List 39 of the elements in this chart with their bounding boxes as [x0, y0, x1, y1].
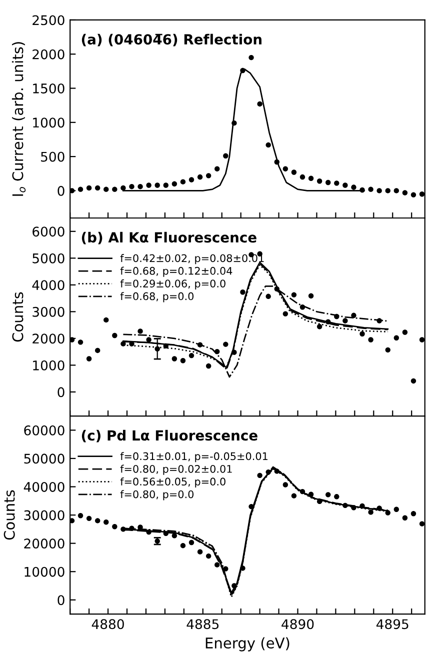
y-tick-label: 60000	[24, 425, 64, 436]
x-tick-label: 4895	[376, 619, 408, 630]
y-tick-label: 20000	[24, 538, 64, 549]
legend-label: f=0.56±0.05, p=0.0	[120, 477, 226, 488]
legend-label: f=0.68, p=0.0	[120, 292, 194, 302]
legend-label: f=0.29±0.06, p=0.0	[120, 279, 226, 290]
x-tick-label: 4890	[282, 619, 314, 630]
y-tick-label: 6000	[32, 226, 64, 237]
y-tick-label: 1000	[33, 360, 64, 370]
x-axis-title: Energy (eV)	[206, 637, 290, 652]
y-tick-label: 30000	[24, 510, 64, 520]
y-tick-label: 2000	[32, 49, 64, 60]
legend-label: f=0.80, p=0.0	[120, 490, 194, 500]
y-axis-title: Counts	[4, 490, 15, 540]
legend-label: f=0.42±0.02, p=0.08±0.01	[120, 254, 264, 264]
y-tick-label: 1500	[33, 83, 64, 94]
y-tick-label: 4000	[32, 280, 64, 290]
y-tick-label: 2000	[32, 334, 64, 344]
text: (a) (04604̅6) Reflection	[82, 34, 262, 46]
y-axis-title: Counts	[12, 292, 24, 342]
legend-label: f=0.68, p=0.12±0.04	[120, 266, 232, 277]
y-tick-label: 2500	[32, 15, 64, 26]
y-tick-label: 0	[58, 387, 64, 398]
y-tick-label: 500	[41, 152, 64, 162]
legend-label: f=0.80, p=0.02±0.01	[120, 464, 232, 475]
y-tick-label: 10000	[24, 566, 64, 577]
y-tick-label: 0	[58, 595, 64, 606]
y-tick-label: 1000	[33, 118, 64, 128]
x-tick-label: 4880	[92, 619, 124, 630]
y-axis-title: I$_{o}$ Current (arb. units)	[12, 42, 26, 196]
y-tick-label: 50000	[24, 454, 64, 464]
y-tick-label: 5000	[32, 253, 64, 264]
legend-label: f=0.31±0.01, p=-0.05±0.01	[120, 452, 268, 462]
y-tick-label: 0	[58, 186, 64, 196]
text: (b) Al Kα Fluorescence	[82, 232, 256, 244]
x-tick-label: 4885	[186, 619, 219, 630]
y-tick-label: 40000	[24, 482, 64, 492]
y-tick-label: 3000	[32, 306, 64, 317]
text: (c) Pd Lα Fluorescence	[82, 430, 258, 442]
